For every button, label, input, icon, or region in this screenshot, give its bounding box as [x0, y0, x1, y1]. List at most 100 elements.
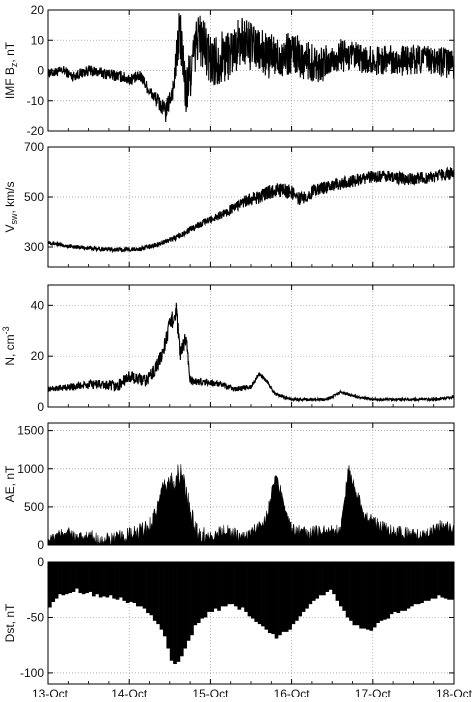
dst-bar — [115, 562, 120, 600]
dst-bar — [156, 562, 160, 625]
dst-bar — [81, 562, 86, 595]
y-axis-label-unit: , nT — [3, 41, 17, 62]
y-tick-label: -100 — [20, 666, 44, 680]
dst-bar — [227, 562, 231, 605]
dst-bar — [362, 562, 367, 629]
y-axis-label: Vsw, km/s — [3, 181, 19, 232]
dst-bar — [284, 562, 289, 632]
dst-bar — [146, 562, 150, 614]
y-tick-label: 10 — [31, 33, 45, 47]
y-axis-label: Dst, nT — [3, 603, 17, 642]
dst-bar — [338, 562, 343, 607]
dst-bar — [71, 562, 76, 592]
y-axis-label-main: IMF B — [3, 67, 17, 99]
dst-bar — [386, 562, 391, 619]
dst-bar — [257, 562, 262, 625]
dst-bar — [396, 562, 401, 614]
x-tick-label: 18-Oct — [436, 687, 473, 697]
dst-bar — [68, 562, 72, 594]
y-tick-label: 1500 — [17, 424, 44, 438]
dst-bar — [237, 562, 242, 610]
y-tick-label: 0 — [37, 555, 44, 569]
dst-bar — [190, 562, 194, 636]
dst-bar — [278, 562, 282, 636]
dst-bar — [64, 562, 69, 595]
dst-bar — [173, 562, 177, 665]
dst-bar — [163, 562, 167, 637]
dst-bar — [254, 562, 259, 622]
x-tick-label: 17-Oct — [355, 687, 392, 697]
panel-2: 0 20 40 N, cm-3 — [1, 284, 455, 414]
y-tick-label: 0 — [37, 64, 44, 78]
dst-bar — [207, 562, 211, 612]
dst-bar — [139, 562, 144, 607]
dst-bar — [349, 562, 353, 621]
dst-bar — [345, 562, 350, 618]
dst-bar — [294, 562, 299, 621]
y-tick-label: 0 — [37, 538, 44, 552]
dst-bar — [369, 562, 374, 631]
dst-bar — [58, 562, 62, 595]
dst-bar — [213, 562, 218, 609]
dst-bar — [389, 562, 394, 615]
dst-bar — [410, 562, 414, 607]
y-tick-label: 1000 — [17, 462, 44, 476]
y-axis-label: AE, nT — [3, 465, 17, 502]
dst-bar — [382, 562, 387, 620]
dst-bar — [261, 562, 265, 627]
dst-bar — [440, 562, 445, 598]
y-tick-label: 300 — [24, 240, 44, 254]
dst-bar — [359, 562, 363, 629]
dst-bar — [122, 562, 127, 601]
dst-bar — [291, 562, 296, 625]
dst-bar — [355, 562, 360, 626]
dst-bar — [48, 562, 52, 608]
dst-bar — [247, 562, 252, 617]
y-axis-label-sup: -3 — [1, 326, 11, 334]
dst-bar — [335, 562, 340, 601]
dst-bar — [416, 562, 421, 605]
dst-bar — [169, 562, 174, 661]
dst-bar — [426, 562, 431, 601]
dst-bar — [210, 562, 215, 612]
dst-bar — [393, 562, 397, 612]
dst-bar — [420, 562, 424, 604]
dst-bar — [376, 562, 380, 623]
dst-bar — [135, 562, 140, 607]
dst-bar — [430, 562, 434, 599]
dst-bar — [264, 562, 269, 630]
y-tick-label: -10 — [27, 94, 45, 108]
dst-bar — [166, 562, 171, 649]
y-axis-label-main: AE, nT — [3, 465, 17, 502]
y-tick-label: 20 — [31, 3, 45, 17]
y-tick-label: 40 — [31, 298, 45, 312]
dst-bar — [240, 562, 245, 608]
y-axis-label-sub: sw — [9, 213, 19, 225]
dst-bar — [200, 562, 204, 619]
x-tick-label: 14-Oct — [111, 687, 148, 697]
dst-bar — [223, 562, 228, 607]
panel-frame — [47, 422, 455, 546]
y-axis-label-main: Dst, nT — [3, 603, 17, 642]
y-tick-label: 0 — [37, 400, 44, 414]
panel-3: 0 500 1000 1500 AE, nT — [3, 422, 455, 552]
dst-bar — [129, 562, 133, 602]
dst-bar — [366, 562, 370, 630]
dst-bar — [179, 562, 184, 657]
dst-bar — [61, 562, 66, 596]
y-axis-label-sub: z — [9, 62, 19, 67]
series-line — [47, 302, 455, 403]
dst-bar — [433, 562, 438, 599]
dst-bar — [105, 562, 110, 598]
dst-bar — [271, 562, 275, 635]
y-axis-label-unit: , km/s — [3, 181, 17, 213]
series-line — [47, 166, 455, 254]
y-tick-label: -50 — [27, 610, 45, 624]
dst-bar — [423, 562, 428, 601]
dst-bar — [332, 562, 336, 595]
dst-bar — [447, 562, 451, 600]
dst-bar — [183, 562, 188, 649]
dst-bar — [413, 562, 418, 605]
